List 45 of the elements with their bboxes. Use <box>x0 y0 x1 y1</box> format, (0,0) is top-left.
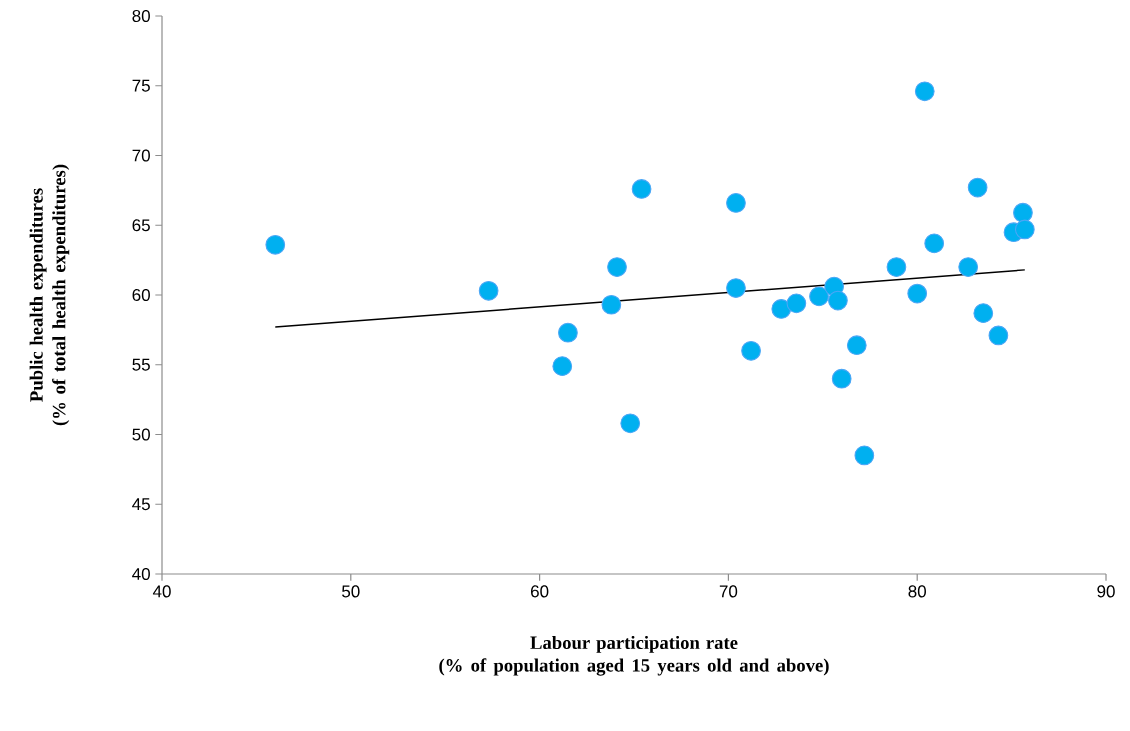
y-tick-label: 65 <box>132 219 150 232</box>
point <box>726 193 746 213</box>
y-tick-label: 60 <box>132 288 150 302</box>
point <box>726 278 746 298</box>
y-tick-label: 50 <box>132 428 150 441</box>
point <box>846 335 867 356</box>
x-tick-label: 40 <box>152 585 171 598</box>
point <box>1014 219 1035 240</box>
point <box>828 290 848 311</box>
y-tick-label: 55 <box>132 358 150 371</box>
point <box>1013 202 1033 223</box>
point <box>914 81 935 102</box>
point <box>631 179 652 199</box>
point <box>558 322 578 343</box>
point <box>786 293 807 314</box>
point <box>478 280 499 301</box>
x-tick-label: 60 <box>531 585 549 598</box>
y-tick-label: 45 <box>132 498 150 511</box>
point <box>552 356 573 377</box>
point <box>741 340 761 361</box>
point <box>601 294 622 315</box>
x-tick-label: 70 <box>719 585 738 598</box>
point <box>831 368 852 389</box>
point <box>607 257 627 277</box>
point <box>886 257 907 277</box>
point <box>967 177 988 198</box>
point <box>973 303 994 323</box>
point <box>854 445 875 466</box>
point <box>924 233 945 254</box>
x-tick-label: 80 <box>908 585 926 598</box>
y-tick-label: 75 <box>132 79 150 92</box>
point <box>809 286 829 307</box>
point <box>620 413 641 434</box>
point <box>771 299 792 319</box>
y-tick-label: 40 <box>132 567 150 581</box>
point <box>907 283 928 304</box>
y-axis-title: Public health expenditures (% of total health expenditures) <box>29 164 70 426</box>
point <box>265 234 286 255</box>
point <box>958 257 979 277</box>
x-tick-label: 90 <box>1097 585 1115 598</box>
y-tick-label: 80 <box>132 9 150 23</box>
y-tick-label: 70 <box>132 149 150 162</box>
point <box>988 325 1009 346</box>
x-axis-title: Labour participation rate (% of population aged 15 years old and above) <box>439 635 829 676</box>
x-tick-label: 50 <box>342 585 360 598</box>
